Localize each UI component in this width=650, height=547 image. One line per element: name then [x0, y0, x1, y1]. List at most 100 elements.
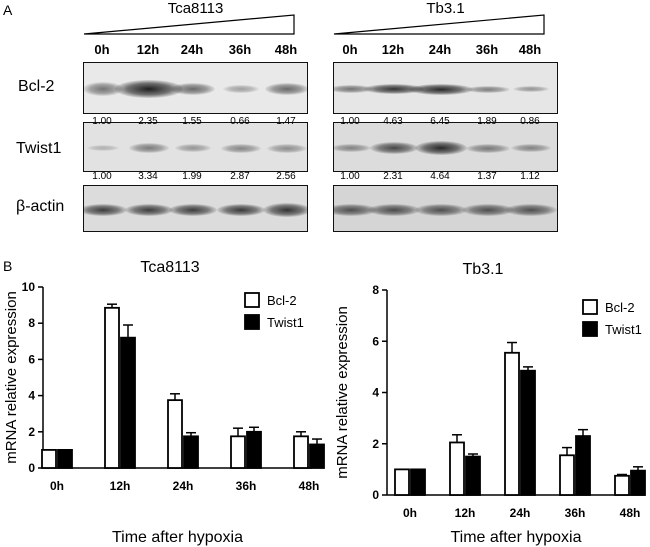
legend-label: Bcl-2 — [605, 300, 635, 315]
time-label: 12h — [381, 42, 405, 57]
time-label: 24h — [180, 42, 204, 57]
x-tick-label: 36h — [236, 479, 257, 493]
band-ratio: 1.55 — [182, 116, 202, 127]
band — [415, 203, 467, 216]
band-ratio: 1.00 — [340, 171, 360, 182]
band-ratio: 1.00 — [340, 116, 360, 127]
time-label: 48h — [274, 42, 298, 57]
band — [87, 145, 119, 151]
band — [115, 80, 183, 98]
row-label-twist1: Twist1 — [16, 140, 62, 157]
band — [169, 203, 217, 216]
bar-bcl2 — [614, 474, 630, 496]
y-tick-label: 2 — [28, 425, 35, 439]
band-ratio: 1.47 — [276, 116, 296, 127]
panel-a-label: A — [3, 2, 13, 18]
legend-label: Bcl-2 — [267, 293, 297, 308]
bar-twist1 — [120, 336, 136, 469]
blot-twist1 — [333, 122, 558, 172]
band — [513, 86, 549, 92]
legend-swatch — [244, 314, 260, 330]
time-gradient-triangle — [83, 14, 295, 35]
x-tick-label: 12h — [455, 506, 476, 520]
band — [415, 141, 467, 155]
band — [84, 82, 123, 96]
bar-bcl2 — [104, 306, 120, 469]
bar-twist1 — [309, 443, 325, 469]
row-label-bcl2: Bcl-2 — [18, 78, 55, 95]
bar-bcl2 — [293, 435, 309, 469]
bar-bcl2 — [449, 441, 465, 496]
legend-swatch — [244, 292, 260, 308]
band-ratio: 1.37 — [477, 171, 497, 182]
legend-swatch — [582, 299, 598, 315]
band — [263, 202, 307, 217]
blot-bcl2 — [333, 62, 558, 114]
bar-twist1 — [575, 435, 591, 496]
bar-twist1 — [520, 369, 536, 496]
band — [364, 84, 424, 94]
time-label: 24h — [428, 42, 452, 57]
bar-bcl2 — [230, 435, 246, 469]
bar-bcl2 — [394, 468, 410, 496]
bar-twist1 — [410, 468, 426, 496]
y-tick-label: 0 — [28, 461, 35, 475]
band — [370, 142, 418, 154]
chart-title: Tb3.1 — [463, 261, 504, 278]
time-label: 36h — [228, 42, 252, 57]
band — [175, 144, 211, 152]
band-ratio: 1.00 — [92, 116, 112, 127]
band-ratio: 2.35 — [138, 116, 158, 127]
band — [265, 83, 307, 95]
x-tick-label: 36h — [565, 506, 586, 520]
y-tick-label: 8 — [28, 316, 35, 330]
x-axis-label: Time after hypoxia — [450, 529, 581, 546]
band — [171, 83, 215, 95]
band-ratio: 2.87 — [230, 171, 250, 182]
band-ratio: 1.00 — [92, 171, 112, 182]
band — [462, 203, 514, 216]
bar-twist1 — [57, 448, 73, 469]
time-label: 0h — [342, 42, 358, 57]
band — [466, 143, 510, 153]
band-ratio: 3.34 — [138, 171, 158, 182]
time-label: 12h — [136, 42, 160, 57]
band — [334, 85, 373, 93]
band — [84, 203, 127, 216]
band-ratio: 2.56 — [276, 171, 296, 182]
y-tick-label: 0 — [372, 488, 379, 502]
band-ratio: 6.45 — [430, 116, 450, 127]
time-gradient-triangle — [333, 14, 545, 35]
band — [368, 203, 420, 216]
y-tick-label: 4 — [372, 386, 379, 400]
legend-label: Twist1 — [267, 315, 304, 330]
blot-actin — [83, 185, 308, 232]
band-ratio: 2.31 — [383, 171, 403, 182]
band-ratio: 0.66 — [230, 116, 250, 127]
band — [221, 143, 261, 153]
x-tick-label: 48h — [299, 479, 320, 493]
time-label: 0h — [94, 42, 110, 57]
x-tick-label: 48h — [620, 506, 641, 520]
blot-actin — [333, 185, 558, 232]
band — [334, 203, 377, 216]
y-tick-label: 10 — [22, 280, 36, 294]
bar-twist1 — [183, 435, 199, 469]
band-ratio: 1.89 — [477, 116, 497, 127]
band — [267, 143, 307, 153]
band-ratio: 4.64 — [430, 171, 450, 182]
band — [125, 203, 173, 216]
band — [223, 85, 259, 93]
x-tick-label: 12h — [110, 479, 131, 493]
bar-bcl2 — [41, 448, 57, 469]
bar-bcl2 — [167, 399, 183, 469]
band-ratio: 0.86 — [520, 116, 540, 127]
blot-bcl2 — [83, 62, 308, 114]
y-tick-label: 2 — [372, 437, 379, 451]
legend-swatch — [582, 321, 598, 337]
band-ratio: 4.63 — [383, 116, 403, 127]
panel-b-label: B — [3, 258, 13, 274]
cell-line-title: Tb3.1 — [426, 0, 465, 17]
bar-twist1 — [465, 455, 481, 496]
y-tick-label: 8 — [372, 283, 379, 297]
